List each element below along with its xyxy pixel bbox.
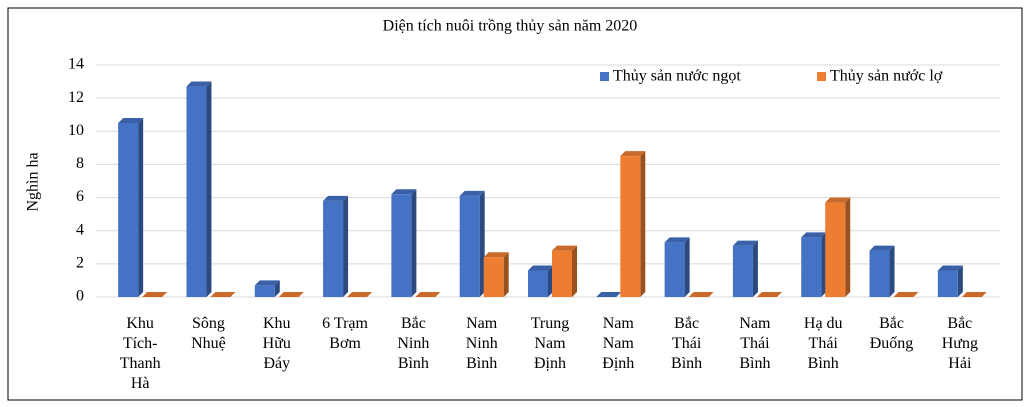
legend-label: Thủy sản nước ngọt bbox=[613, 68, 741, 85]
bar bbox=[459, 195, 480, 297]
bar-side bbox=[640, 151, 646, 297]
bar-top bbox=[278, 292, 304, 297]
bar-side bbox=[957, 265, 963, 297]
bar bbox=[254, 285, 275, 297]
bar-side bbox=[206, 81, 212, 298]
bar-top bbox=[869, 245, 895, 251]
y-tick-label: 12 bbox=[68, 89, 84, 106]
bar bbox=[937, 270, 958, 297]
x-tick-label: Nam Thái Bình bbox=[739, 315, 771, 372]
y-tick-label: 4 bbox=[76, 221, 84, 238]
bar-side bbox=[343, 195, 349, 297]
bar-top bbox=[186, 81, 212, 87]
bar-side bbox=[821, 232, 827, 297]
bar-side bbox=[274, 280, 280, 297]
x-tick-label: Bắc Thái Bình bbox=[671, 315, 703, 372]
bar-side bbox=[889, 245, 895, 297]
chart-title: Diện tích nuôi trồng thủy sản năm 2020 bbox=[383, 18, 638, 35]
y-tick-label: 0 bbox=[76, 288, 84, 305]
x-tick-label: 6 Trạm Bơm bbox=[322, 315, 368, 352]
bar-top bbox=[893, 292, 919, 297]
bar-top bbox=[142, 292, 168, 297]
x-tick-label: Nam Ninh Bình bbox=[465, 315, 498, 372]
bar-top bbox=[118, 118, 144, 123]
bar-top bbox=[756, 292, 782, 297]
bar-top bbox=[347, 292, 373, 297]
x-tick-label: Bắc Hưng Hải bbox=[941, 315, 978, 372]
bar bbox=[118, 123, 139, 297]
bar-side bbox=[479, 190, 485, 297]
x-tick-label: Nam Nam Định bbox=[602, 315, 635, 372]
bar bbox=[869, 250, 890, 297]
bar bbox=[323, 200, 344, 297]
bar-side bbox=[411, 189, 417, 297]
bar-side bbox=[684, 237, 690, 297]
bar-top bbox=[596, 292, 622, 297]
bar-top bbox=[483, 252, 509, 258]
bar-side bbox=[503, 252, 509, 297]
y-tick-label: 2 bbox=[76, 255, 84, 272]
bar-top bbox=[664, 237, 690, 243]
bar bbox=[801, 237, 822, 297]
legend-swatch bbox=[817, 72, 826, 81]
bar-top bbox=[937, 265, 963, 271]
x-tick-label: Sông Nhuệ bbox=[191, 315, 226, 352]
x-tick-label: Bắc Đuống bbox=[869, 315, 914, 352]
bar-side bbox=[845, 197, 851, 297]
bar bbox=[620, 156, 641, 297]
legend-swatch bbox=[600, 72, 609, 81]
x-tick-label: Trung Nam Định bbox=[530, 315, 570, 372]
bar-top bbox=[210, 292, 236, 297]
bar-top bbox=[825, 197, 851, 203]
bar bbox=[664, 242, 685, 297]
bar-top bbox=[961, 292, 987, 297]
bar-top bbox=[254, 280, 280, 286]
y-tick-label: 14 bbox=[68, 56, 84, 73]
x-tick-label: Bắc Ninh Bình bbox=[397, 315, 430, 372]
bar-top bbox=[620, 151, 646, 157]
bar bbox=[732, 245, 753, 297]
x-tick-label: Khu Hữu Đáy bbox=[262, 315, 291, 372]
bar-top bbox=[732, 240, 758, 246]
legend-label: Thủy sản nước lợ bbox=[830, 68, 943, 85]
bar-top bbox=[801, 232, 827, 238]
y-axis-title: Nghìn ha bbox=[25, 152, 42, 211]
bar-top bbox=[552, 245, 577, 251]
bar-top bbox=[688, 292, 714, 297]
y-tick-label: 10 bbox=[68, 122, 84, 139]
bar-side bbox=[138, 118, 144, 297]
bar-side bbox=[572, 245, 577, 297]
bar bbox=[552, 250, 572, 297]
bar bbox=[186, 86, 207, 298]
bar bbox=[825, 202, 846, 297]
bar-top bbox=[415, 292, 441, 297]
x-tick-label: Khu Tích- Thanh Hà bbox=[119, 315, 161, 392]
bar bbox=[528, 270, 548, 297]
bar bbox=[391, 194, 412, 297]
bar-top bbox=[391, 189, 417, 195]
bar-top bbox=[459, 190, 485, 196]
bar-top bbox=[323, 195, 349, 201]
bar-side bbox=[752, 240, 758, 297]
y-tick-label: 6 bbox=[76, 188, 84, 205]
bar bbox=[483, 257, 504, 297]
x-tick-label: Hạ du Thái Bình bbox=[803, 315, 843, 372]
chart-border bbox=[7, 7, 1023, 401]
bar-top bbox=[528, 265, 553, 271]
bar-side bbox=[548, 265, 553, 297]
y-tick-label: 8 bbox=[76, 155, 84, 172]
